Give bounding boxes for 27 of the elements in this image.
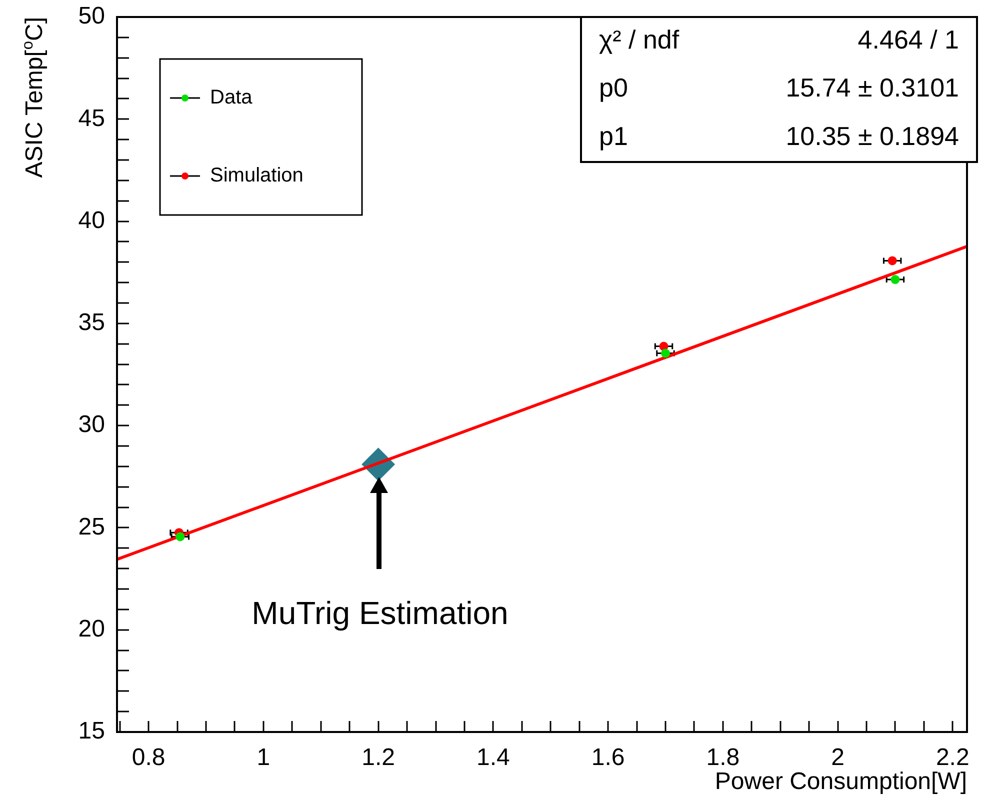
y-tick-label: 20: [78, 615, 105, 642]
annotation: p1: [599, 121, 628, 152]
x-tick-label: 0.8: [132, 744, 166, 772]
annotation: χ² / ndf: [599, 24, 680, 54]
y-tick-label: 35: [78, 309, 105, 336]
x-tick-label: 1.6: [591, 744, 625, 772]
x-tick-label: 1.4: [476, 744, 510, 772]
x-tick-label: 1: [256, 744, 270, 772]
annotation: 15.74 ± 0.3101: [786, 72, 960, 103]
y-tick-label: 15: [78, 718, 105, 745]
y-tick-label: 50: [78, 2, 105, 30]
y-tick-label: 30: [78, 411, 105, 438]
y-tick-label: 45: [78, 104, 105, 132]
point: [888, 256, 897, 266]
annotation: MuTrig Estimation: [252, 595, 508, 631]
annotation: 10.35 ± 0.1894: [786, 121, 960, 152]
annotation: p0: [599, 72, 628, 103]
y-tick-label: 40: [78, 206, 105, 234]
point: [176, 532, 185, 542]
annotation: 4.464 / 1: [858, 24, 960, 54]
y-axis-title: ASIC Temp[oC]: [19, 17, 48, 178]
legend-label: Data: [210, 86, 254, 109]
x-tick-label: 1.2: [362, 744, 396, 772]
y-tick-label: 25: [78, 513, 105, 540]
legend-label: Simulation: [210, 164, 304, 187]
point: [660, 348, 670, 358]
point: [890, 275, 900, 284]
